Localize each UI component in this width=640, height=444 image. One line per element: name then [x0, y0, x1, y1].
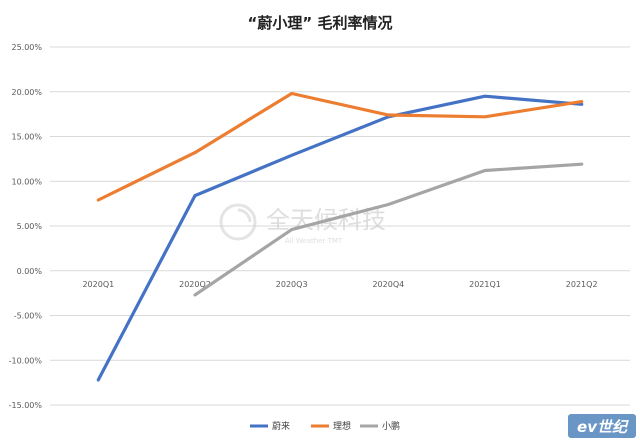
y-tick-label: -10.00% — [9, 356, 43, 365]
watermark-text-en: All Weather TMT — [285, 237, 343, 245]
y-gridlines — [50, 46, 630, 406]
y-tick-label: 15.00% — [11, 133, 42, 142]
x-tick-label: 2021Q1 — [469, 280, 501, 289]
brand-badge-background — [568, 414, 636, 438]
brand-text: ev世纪 — [577, 418, 629, 436]
legend-label: 小鹏 — [382, 420, 400, 432]
x-tick-label: 2020Q3 — [276, 280, 308, 289]
series-lines — [96, 91, 584, 382]
series-line — [96, 91, 584, 202]
legend-label: 蔚来 — [272, 420, 290, 432]
y-tick-labels: 25.00% 20.00% 15.00% 10.00% 5.00% 0.00% -5.00%… — [9, 43, 43, 410]
x-tick-label: 2020Q2 — [179, 280, 211, 289]
y-tick-label: 10.00% — [11, 177, 42, 186]
legend-label: 理想 — [333, 420, 351, 432]
x-tick-label: 2021Q2 — [566, 280, 598, 289]
x-tick-label: 2020Q1 — [82, 280, 114, 289]
y-tick-label: 20.00% — [11, 88, 42, 97]
y-tick-label: -5.00% — [14, 312, 43, 321]
legend: 蔚来 理想 小鹏 — [250, 420, 400, 432]
y-tick-label: 0.00% — [17, 267, 43, 276]
y-tick-label: 5.00% — [17, 222, 43, 231]
y-tick-label: 25.00% — [11, 43, 42, 52]
chart-title: “蔚小理” 毛利率情况 — [248, 14, 393, 32]
series-line — [193, 162, 584, 297]
brand-badge: ev世纪 — [568, 414, 636, 438]
series-line — [96, 94, 584, 382]
watermark-logo-arc — [237, 208, 252, 223]
x-tick-labels: 2020Q1 2020Q2 2020Q3 2020Q4 2021Q1 2021Q2 — [82, 280, 597, 289]
y-tick-label: -15.00% — [9, 401, 43, 410]
x-tick-label: 2020Q4 — [372, 280, 404, 289]
watermark-logo-icon — [219, 203, 257, 241]
